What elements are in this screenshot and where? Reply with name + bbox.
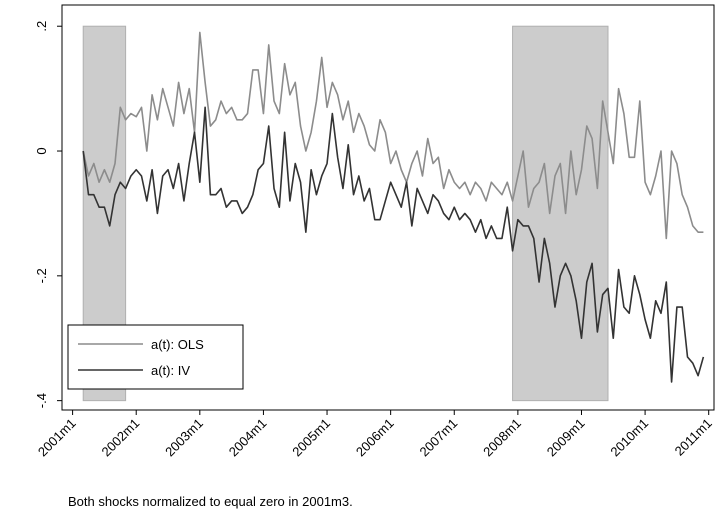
x-tick-label: 2011m1 bbox=[672, 416, 715, 459]
x-tick-label: 2003m1 bbox=[162, 416, 206, 460]
legend-label: a(t): OLS bbox=[151, 337, 204, 352]
legend-box bbox=[67, 324, 244, 390]
legend: a(t): OLS a(t): IV bbox=[67, 324, 244, 390]
x-tick-label: 2009m1 bbox=[544, 416, 588, 460]
x-tick-label: 2007m1 bbox=[417, 416, 461, 460]
footnote: Both shocks normalized to equal zero in … bbox=[68, 494, 353, 509]
x-tick-label: 2008m1 bbox=[480, 416, 524, 460]
x-tick-label: 2005m1 bbox=[289, 416, 333, 460]
shaded-period bbox=[512, 25, 609, 402]
series-line bbox=[82, 106, 705, 383]
x-tick-label: 2001m1 bbox=[35, 416, 79, 460]
legend-label: a(t): IV bbox=[151, 363, 190, 378]
x-tick-label: 2002m1 bbox=[99, 416, 143, 460]
plot-frame bbox=[61, 4, 715, 411]
x-tick-label: 2010m1 bbox=[607, 416, 651, 460]
y-tick-label: -.4 bbox=[34, 393, 49, 408]
x-tick-label: 2006m1 bbox=[353, 416, 397, 460]
y-tick-label: 0 bbox=[34, 147, 49, 154]
y-tick-label: -.2 bbox=[34, 268, 49, 283]
x-tick-label: 2004m1 bbox=[226, 416, 270, 460]
y-tick-label: .2 bbox=[34, 21, 49, 32]
series-line bbox=[82, 31, 704, 240]
